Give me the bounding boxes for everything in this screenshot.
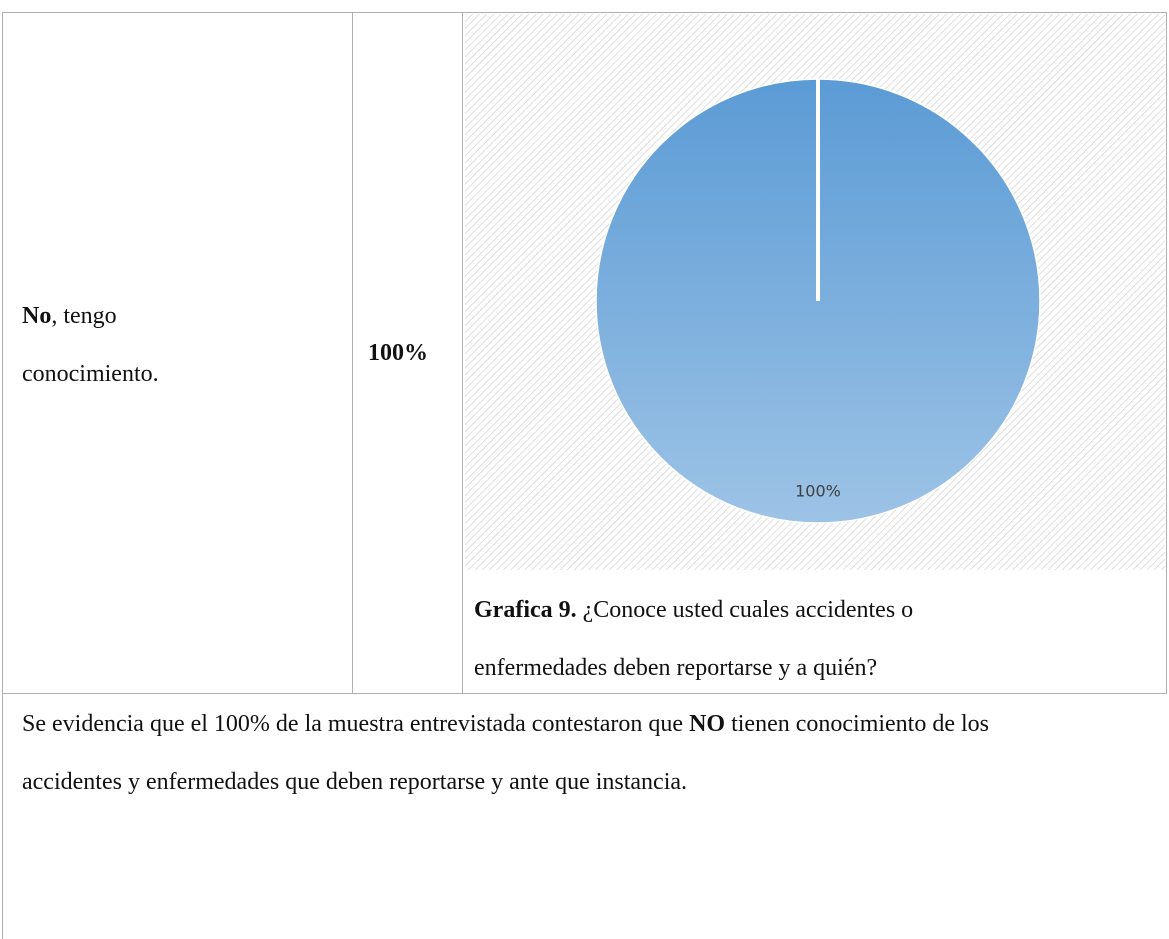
answer-text: , tengo conocimiento. xyxy=(22,303,159,387)
border xyxy=(2,12,1167,13)
caption-text: ¿Conoce usted cuales accidentes o enferm… xyxy=(474,597,914,681)
percent-text: 100% xyxy=(368,340,428,366)
pie-chart: 100% xyxy=(465,14,1165,570)
border xyxy=(1166,12,1167,693)
caption: Grafica 9. ¿Conoce usted cuales accident… xyxy=(474,582,1034,697)
caption-bold: Grafica 9. xyxy=(474,597,577,623)
paragraph: Se evidencia que el 100% de la muestra e… xyxy=(22,696,1022,811)
paragraph-text: tienen conocimiento de los accidentes y … xyxy=(22,711,990,795)
paragraph-bold: NO xyxy=(689,711,726,737)
border xyxy=(2,693,1167,694)
answer: No, tengo conocimiento. xyxy=(22,288,222,403)
data-label: 100% xyxy=(795,481,841,500)
border xyxy=(352,12,353,693)
paragraph-text: Se evidencia que el 100% de la muestra e… xyxy=(22,711,690,737)
border xyxy=(2,12,3,939)
border xyxy=(462,12,463,693)
answer-bold: No xyxy=(22,303,52,329)
percent: 100% xyxy=(368,325,428,383)
